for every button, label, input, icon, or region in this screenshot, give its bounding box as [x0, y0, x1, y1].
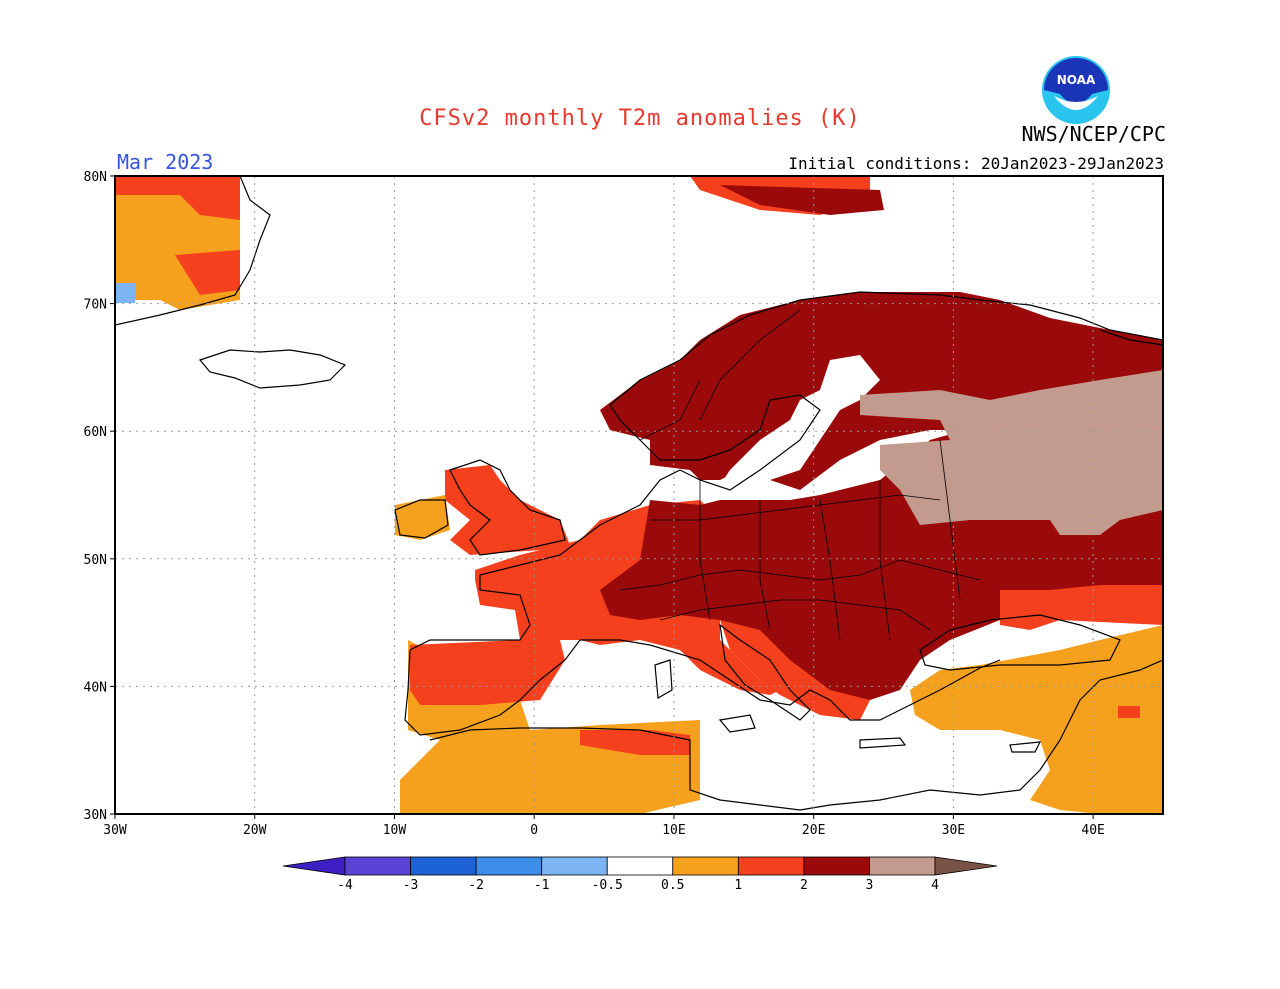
ireland-coast	[394, 499, 449, 539]
lon-tick-label: 10W	[383, 823, 407, 838]
sicily-coast	[718, 714, 756, 733]
chart-title: CFSv2 monthly T2m anomalies (K)	[419, 106, 861, 131]
noaa-logo-text: NOAA	[1057, 73, 1096, 87]
colorbar-swatch	[737, 856, 805, 876]
lon-tick-label: 20W	[243, 823, 267, 838]
colorbar-swatch	[475, 856, 543, 876]
italy-coast	[719, 623, 811, 721]
greenland-strong	[115, 176, 240, 220]
colorbar-swatch	[344, 856, 411, 876]
black-sea-coast	[919, 614, 1121, 671]
agency-label: NWS/NCEP/CPC	[1021, 122, 1167, 146]
colorbar-label: -4	[337, 878, 353, 893]
colorbar-label: -0.5	[592, 878, 623, 893]
africa-strong	[580, 730, 690, 755]
coastlines	[115, 176, 1163, 811]
colorbar-swatch	[606, 856, 674, 876]
colorbar-swatch	[869, 856, 936, 876]
iberia-coast	[404, 639, 581, 736]
colorbar-label: -1	[534, 878, 550, 893]
colorbar-label: -3	[403, 878, 419, 893]
colorbar-arrow-high	[934, 856, 998, 876]
sardinia-coast	[654, 659, 673, 699]
greenland-cool	[115, 283, 135, 303]
lat-tick-label: 50N	[84, 553, 107, 568]
scandinavia-hot	[600, 292, 1163, 490]
svalbard-hot	[720, 185, 884, 215]
ukraine-strong	[1000, 585, 1163, 630]
colorbar-label: 0.5	[661, 878, 684, 893]
anomaly-shading	[115, 176, 1163, 814]
country-borders	[619, 309, 981, 641]
latitude-ticks: 30N 40N 50N 60N 70N 80N	[84, 170, 115, 823]
ireland-warm	[395, 495, 450, 540]
colorbar-label: 1	[734, 878, 742, 893]
initial-conditions: Initial conditions: 20Jan2023-29Jan2023	[788, 154, 1164, 173]
forecast-month: Mar 2023	[117, 150, 214, 174]
iberia-strong	[410, 640, 565, 705]
iceland-coast	[198, 349, 347, 389]
britain-coast	[449, 459, 566, 556]
colorbar-swatch	[672, 856, 739, 876]
lon-tick-label: 0	[530, 823, 538, 838]
lon-tick-label: 20E	[802, 823, 825, 838]
greenland-coast	[115, 176, 271, 326]
gridlines	[115, 176, 1163, 814]
britain-strong	[445, 465, 570, 555]
lat-tick-label: 30N	[84, 808, 107, 823]
turkey-warm	[910, 625, 1163, 814]
crete-coast	[859, 737, 907, 749]
cyprus-coast	[1009, 741, 1042, 753]
noaa-logo-icon: NOAA	[1042, 56, 1110, 124]
baltic-gap	[720, 355, 880, 490]
colorbar-label: 4	[931, 878, 939, 893]
lon-tick-label: 30W	[103, 823, 127, 838]
map-frame	[114, 175, 1164, 815]
lat-tick-label: 80N	[84, 170, 107, 185]
lat-tick-label: 70N	[84, 298, 107, 313]
lat-tick-label: 40N	[84, 680, 107, 695]
italy-strong	[720, 620, 870, 720]
africa-coast	[429, 659, 1163, 811]
mediterranean-north-coast	[580, 639, 1001, 721]
colorbar-swatch	[803, 856, 870, 876]
lat-tick-label: 60N	[84, 425, 107, 440]
colorbar-arrow-low	[282, 856, 346, 876]
colorbar-swatch	[410, 856, 477, 876]
lon-tick-label: 30E	[942, 823, 965, 838]
russia-hottest	[860, 370, 1163, 535]
greenland-strong-2	[175, 250, 240, 295]
turkey-spot	[1118, 706, 1140, 718]
colorbar: -4 -3 -2 -1 -0.5 0.5 1 2 3 4	[282, 856, 998, 893]
colorbar-label: -2	[468, 878, 484, 893]
europe-coast	[409, 291, 1163, 651]
lon-tick-label: 10E	[662, 823, 685, 838]
longitude-ticks: 30W 20W 10W 0 10E 20E 30E 40E	[103, 814, 1105, 838]
colorbar-label: 3	[866, 878, 874, 893]
colorbar-swatch	[541, 856, 608, 876]
lon-tick-label: 40E	[1081, 823, 1104, 838]
colorbar-label: 2	[800, 878, 808, 893]
novaya-zemlya-coast	[1099, 329, 1163, 346]
